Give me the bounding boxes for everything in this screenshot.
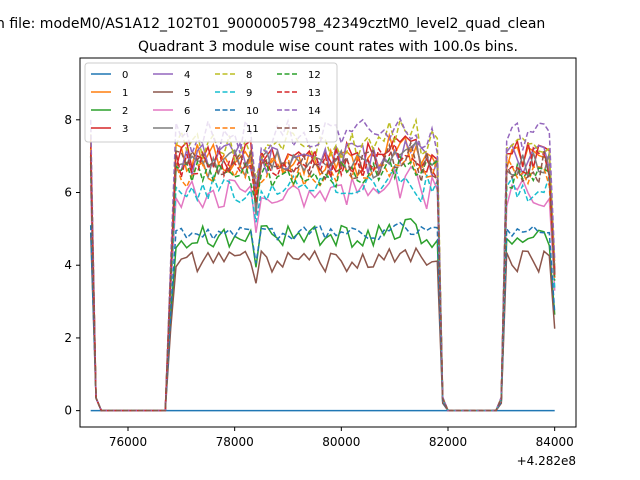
y-tick-label: 0 (64, 404, 72, 418)
legend-label: 8 (246, 70, 252, 81)
legend-label: 11 (246, 124, 259, 135)
legend-label: 12 (308, 70, 321, 81)
series-line-7 (89, 141, 556, 412)
series-line-15 (89, 139, 556, 412)
legend-label: 4 (184, 70, 190, 81)
series-line-3 (89, 135, 556, 412)
axes-frame (79, 57, 577, 428)
series-line-2 (89, 156, 556, 412)
legend-label: 15 (308, 124, 321, 135)
legend-label: 13 (308, 88, 321, 99)
legend-label: 6 (184, 106, 190, 117)
plot-lines (89, 116, 556, 412)
x-offset-label: +4.282e8 (517, 454, 576, 468)
chart-title: Quadrant 3 module wise count rates with … (138, 39, 518, 55)
legend-box (84, 62, 338, 143)
series-line-10 (89, 221, 556, 412)
legend-label: 2 (122, 106, 128, 117)
y-tick-label: 8 (64, 113, 72, 127)
legend-label: 5 (184, 88, 190, 99)
series-line-1 (89, 132, 556, 412)
series-line-4 (89, 138, 556, 412)
x-tick-label: 76000 (109, 435, 147, 449)
figure-suptitle: n file: modeM0/AS1A12_102T01_9000005798_… (0, 16, 545, 32)
series-line-6 (89, 166, 556, 412)
legend-label: 3 (122, 124, 128, 135)
legend-label: 10 (246, 106, 259, 117)
legend-label: 9 (246, 88, 252, 99)
x-tick-label: 80000 (322, 435, 360, 449)
x-axis: 76000 78000 80000 82000 84000 (109, 427, 574, 449)
x-tick-label: 82000 (429, 435, 467, 449)
series-line-9 (89, 164, 556, 412)
y-axis: 0 2 4 6 8 (64, 113, 80, 418)
series-line-11 (89, 147, 556, 412)
legend-label: 0 (122, 70, 128, 81)
x-tick-label: 78000 (216, 435, 254, 449)
legend-label: 7 (184, 124, 190, 135)
y-tick-label: 4 (64, 258, 72, 272)
series-line-8 (89, 117, 556, 412)
series-line-13 (89, 142, 556, 412)
y-tick-label: 6 (64, 186, 72, 200)
legend-label: 1 (122, 88, 128, 99)
y-tick-label: 2 (64, 331, 72, 345)
x-tick-label: 84000 (536, 435, 574, 449)
series-line-5 (89, 232, 556, 412)
legend-label: 14 (308, 106, 321, 117)
